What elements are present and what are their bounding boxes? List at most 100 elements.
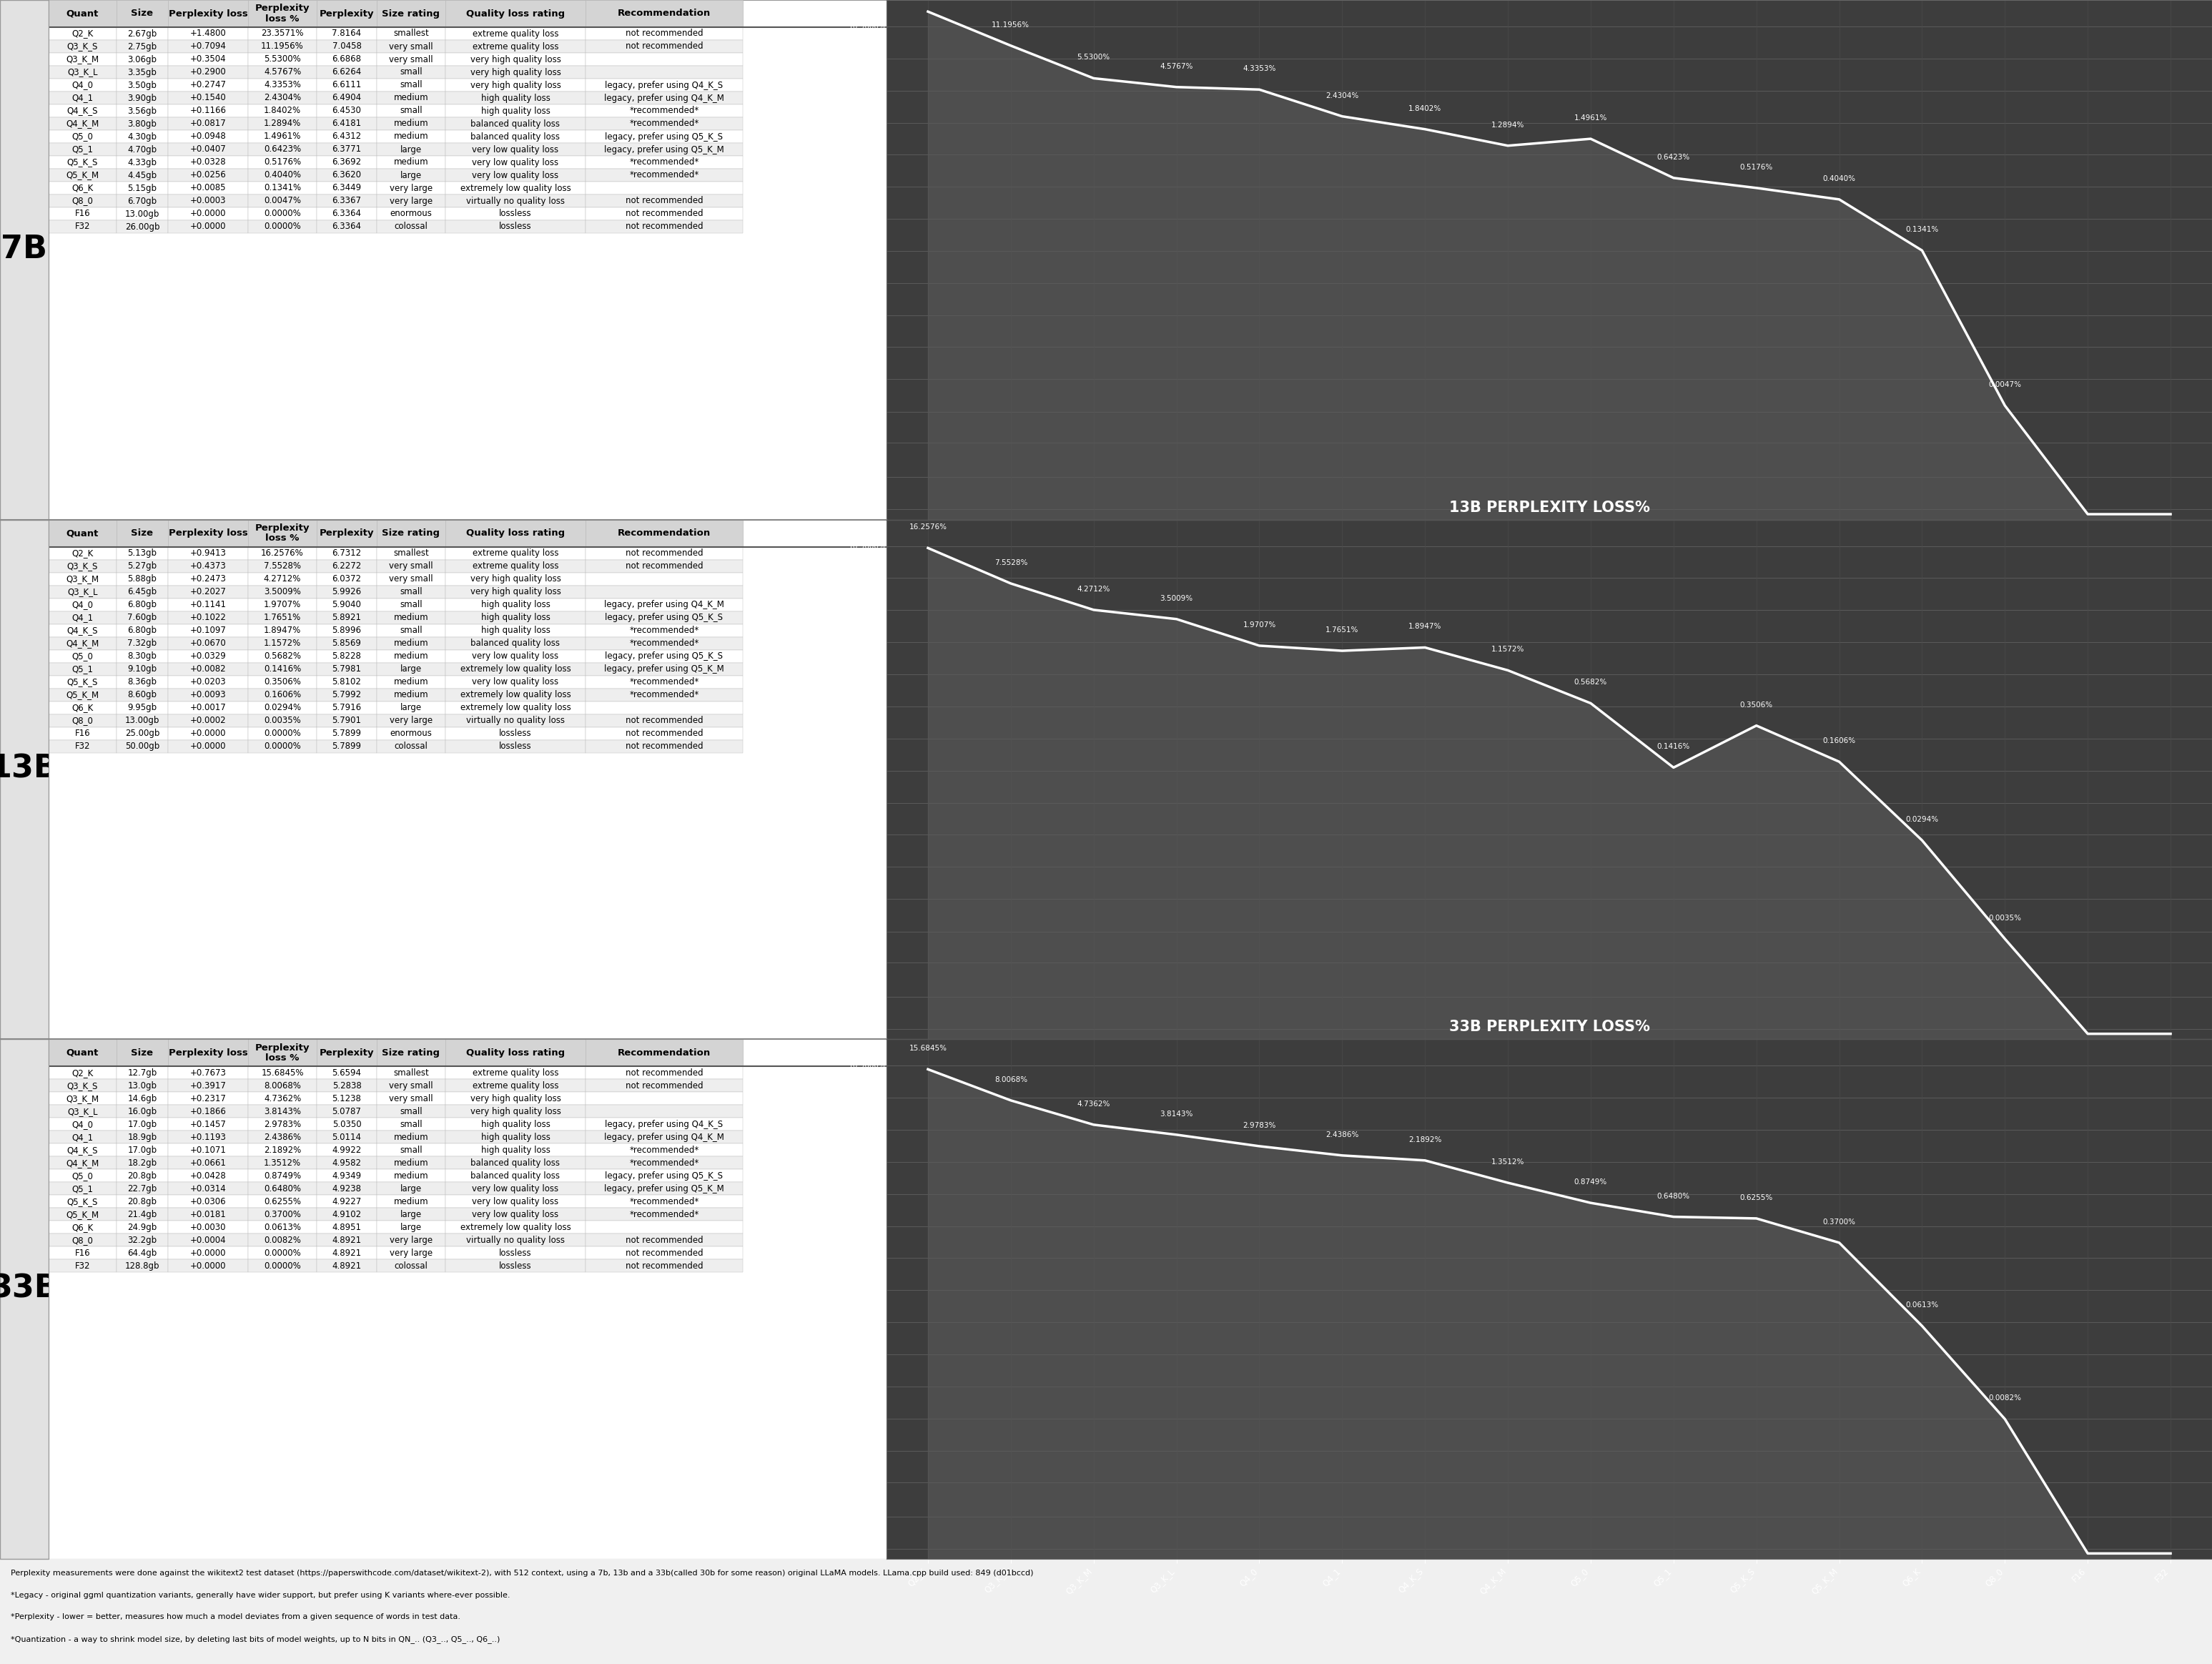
- Bar: [49, 586, 117, 599]
- Text: +0.0181: +0.0181: [190, 1210, 226, 1220]
- Bar: [117, 649, 168, 662]
- Bar: [316, 143, 376, 156]
- Text: Perplexity: Perplexity: [319, 8, 374, 18]
- Text: 4.8921: 4.8921: [332, 1236, 361, 1245]
- Bar: [49, 599, 117, 611]
- Text: +0.4373: +0.4373: [190, 561, 226, 571]
- Text: 1.8402%: 1.8402%: [263, 106, 301, 115]
- Text: very high quality loss: very high quality loss: [471, 80, 562, 90]
- Bar: [248, 611, 316, 624]
- Text: medium: medium: [394, 691, 429, 699]
- Text: 0.0041%: 0.0041%: [854, 1448, 887, 1454]
- Text: Quant: Quant: [66, 529, 100, 537]
- Text: 5.8228: 5.8228: [332, 652, 361, 661]
- Text: small: small: [400, 1107, 422, 1117]
- Text: +0.9413: +0.9413: [190, 549, 226, 557]
- Bar: [248, 740, 316, 752]
- Bar: [117, 40, 168, 53]
- Text: 6.4181: 6.4181: [332, 120, 361, 128]
- Bar: [168, 1195, 248, 1208]
- Text: 4.30gb: 4.30gb: [128, 131, 157, 141]
- Bar: [117, 1105, 168, 1118]
- Bar: [117, 1092, 168, 1105]
- Text: 6.3449: 6.3449: [332, 183, 361, 193]
- Text: 16.2576%: 16.2576%: [261, 549, 303, 557]
- Text: 0.0083%: 0.0083%: [854, 1414, 887, 1423]
- Bar: [586, 0, 743, 27]
- Bar: [376, 0, 445, 27]
- Text: Q4_K_M: Q4_K_M: [66, 639, 100, 647]
- Bar: [445, 181, 586, 195]
- Text: 0.1416%: 0.1416%: [263, 664, 301, 674]
- Bar: [586, 40, 743, 53]
- Bar: [445, 27, 586, 40]
- Text: 24.9gb: 24.9gb: [128, 1223, 157, 1231]
- Text: 4.8921: 4.8921: [332, 1261, 361, 1271]
- Text: Quality loss rating: Quality loss rating: [467, 529, 564, 537]
- Text: 0.6255%: 0.6255%: [1741, 1195, 1772, 1201]
- Bar: [586, 740, 743, 752]
- Bar: [586, 181, 743, 195]
- Bar: [117, 1195, 168, 1208]
- Bar: [376, 1040, 445, 1067]
- Bar: [49, 27, 117, 40]
- Text: +0.3917: +0.3917: [190, 1082, 226, 1090]
- Text: very low quality loss: very low quality loss: [471, 652, 560, 661]
- Text: 0.0082%: 0.0082%: [1989, 1394, 2022, 1401]
- Text: 2.1200%: 2.1200%: [854, 120, 887, 126]
- Bar: [117, 92, 168, 105]
- Text: very low quality loss: very low quality loss: [471, 1196, 560, 1206]
- Text: 6.7312: 6.7312: [332, 549, 361, 557]
- Text: Quant: Quant: [66, 1048, 100, 1058]
- Bar: [376, 1195, 445, 1208]
- Bar: [49, 1221, 117, 1233]
- Bar: [117, 1181, 168, 1195]
- Text: very large: very large: [389, 1236, 434, 1245]
- Text: 4.2712%: 4.2712%: [1077, 586, 1110, 592]
- Text: 0.3506%: 0.3506%: [263, 677, 301, 687]
- Text: 0.0035%: 0.0035%: [1989, 915, 2022, 922]
- Bar: [248, 649, 316, 662]
- Bar: [376, 1080, 445, 1092]
- Bar: [586, 92, 743, 105]
- Text: 0.0047%: 0.0047%: [263, 196, 301, 206]
- Bar: [248, 1092, 316, 1105]
- Bar: [248, 1080, 316, 1092]
- Bar: [117, 67, 168, 78]
- Text: 2.4386%: 2.4386%: [1325, 1132, 1358, 1138]
- Text: 0.0005%: 0.0005%: [854, 1544, 887, 1553]
- Bar: [376, 1233, 445, 1246]
- Text: 0.1606%: 0.1606%: [1823, 737, 1856, 744]
- Bar: [376, 143, 445, 156]
- Bar: [316, 1233, 376, 1246]
- Bar: [316, 714, 376, 727]
- Bar: [586, 168, 743, 181]
- Text: extremely low quality loss: extremely low quality loss: [460, 1223, 571, 1231]
- Text: 0.6480%: 0.6480%: [1657, 1193, 1690, 1200]
- Bar: [49, 740, 117, 752]
- Text: 26.00gb: 26.00gb: [124, 221, 159, 231]
- Text: Perplexity measurements were done against the wikitext2 test dataset (https://pa: Perplexity measurements were done agains…: [11, 1569, 1033, 1576]
- Bar: [376, 519, 445, 547]
- Text: virtually no quality loss: virtually no quality loss: [467, 716, 564, 726]
- Text: Quality loss rating: Quality loss rating: [467, 1048, 564, 1058]
- Text: 7.32gb: 7.32gb: [128, 639, 157, 647]
- Text: 0.0613%: 0.0613%: [263, 1223, 301, 1231]
- Bar: [376, 701, 445, 714]
- Text: +0.0256: +0.0256: [190, 170, 226, 180]
- Bar: [316, 572, 376, 586]
- Text: 15.6845%: 15.6845%: [909, 1045, 947, 1052]
- Bar: [586, 220, 743, 233]
- Bar: [586, 1181, 743, 1195]
- Text: 12.7gb: 12.7gb: [128, 1068, 157, 1078]
- Text: 6.4904: 6.4904: [332, 93, 361, 103]
- Text: 0.0663%: 0.0663%: [854, 1320, 887, 1326]
- Text: +0.0306: +0.0306: [190, 1196, 226, 1206]
- Bar: [117, 559, 168, 572]
- Text: 0.0000%: 0.0000%: [263, 729, 301, 739]
- Bar: [49, 1260, 117, 1273]
- Text: Perplexity
loss %: Perplexity loss %: [254, 3, 310, 23]
- Bar: [376, 156, 445, 168]
- Text: 1.8947%: 1.8947%: [263, 626, 301, 636]
- Text: 0.6423%: 0.6423%: [1657, 153, 1690, 161]
